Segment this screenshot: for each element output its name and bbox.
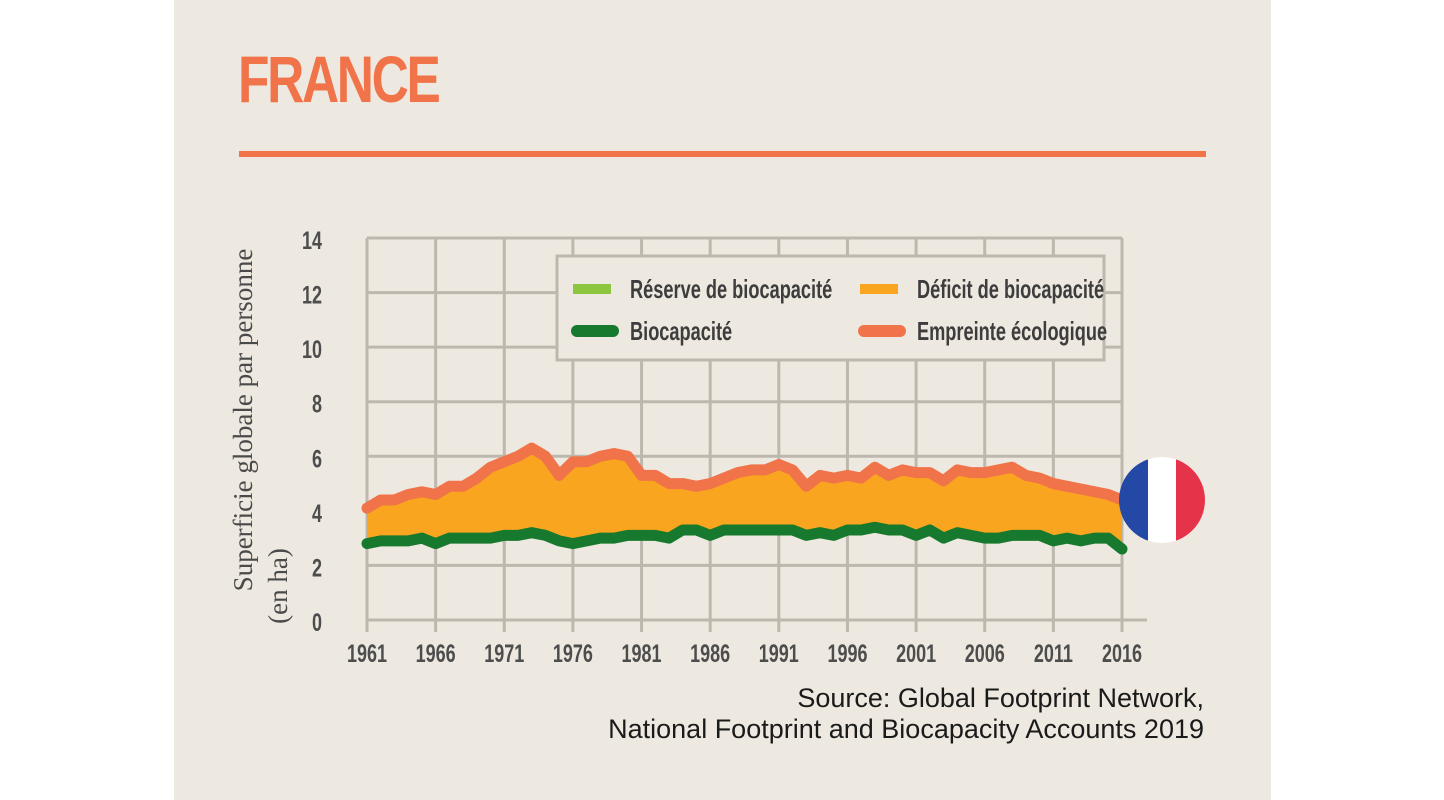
source-note: Source: Global Footprint Network, Nation… — [608, 683, 1204, 745]
page-title: FRANCE — [238, 42, 441, 116]
y-axis-label: Superficie globale par personne — [228, 249, 258, 592]
chart-legend: Réserve de biocapacité Déficit de biocapa… — [555, 254, 1107, 362]
x-tick-label: 1996 — [827, 639, 867, 668]
x-tick-label: 1966 — [416, 639, 456, 668]
y-axis-label-unit: (en ha) — [263, 548, 293, 624]
y-tick-label: 12 — [302, 281, 322, 310]
x-tick-label: 1981 — [622, 639, 662, 668]
y-tick-label: 4 — [312, 499, 322, 528]
infographic-panel — [174, 0, 1271, 800]
y-tick-label: 6 — [312, 444, 322, 473]
legend-swatch — [573, 284, 611, 294]
x-tick-label: 2016 — [1102, 639, 1142, 668]
x-tick-label: 1971 — [484, 639, 524, 668]
source-line-2: National Footprint and Biocapacity Accou… — [608, 714, 1204, 744]
x-tick-label: 1991 — [759, 639, 799, 668]
title-divider — [239, 151, 1206, 157]
legend-swatch — [860, 284, 898, 294]
footprint-line — [361, 442, 1128, 514]
y-tick-label: 8 — [312, 390, 322, 419]
flag-stripe-white — [1147, 457, 1177, 543]
y-tick-label: 2 — [312, 553, 322, 582]
legend-label: Déficit de biocapacité — [917, 275, 1104, 304]
biocapacity-line — [361, 521, 1128, 555]
x-tick-label: 2001 — [896, 639, 936, 668]
france-flag-icon — [1119, 457, 1205, 543]
y-tick-label: 0 — [312, 608, 322, 637]
legend-box — [555, 254, 1106, 362]
x-tick-label: 1976 — [553, 639, 593, 668]
y-tick-label: 10 — [302, 335, 322, 364]
chart-ticks: 0 2 4 6 8 10 12 14 1961 1966 1971 1976 1981 1986 1991 1… — [302, 226, 1142, 668]
x-tick-label: 1986 — [690, 639, 730, 668]
legend-label: Biocapacité — [630, 317, 732, 346]
y-tick-label: 14 — [302, 226, 322, 255]
x-tick-label: 2006 — [965, 639, 1005, 668]
legend-label: Empreinte écologique — [917, 317, 1107, 346]
legend-label: Réserve de biocapacité — [630, 275, 832, 304]
chart-lines — [361, 442, 1128, 555]
x-tick-label: 1961 — [347, 639, 387, 668]
x-tick-label: 2011 — [1034, 639, 1073, 668]
source-line-1: Source: Global Footprint Network, — [797, 683, 1204, 713]
